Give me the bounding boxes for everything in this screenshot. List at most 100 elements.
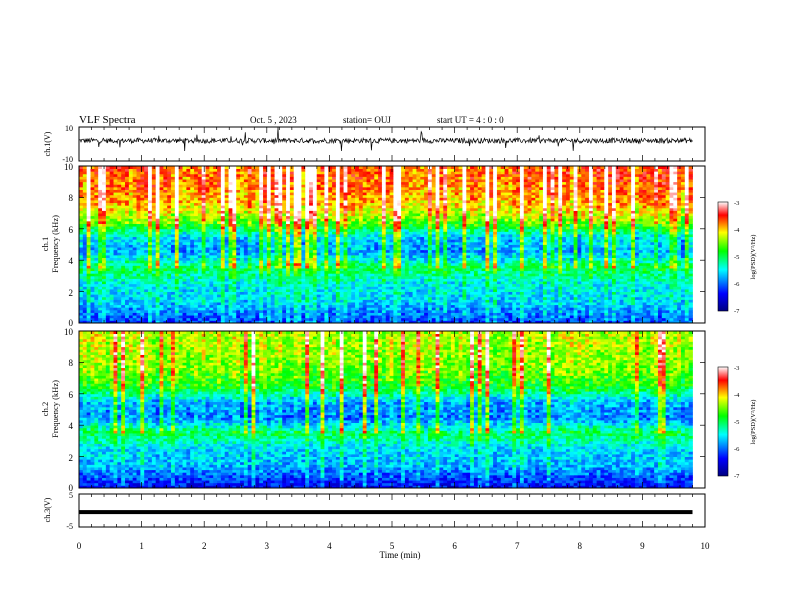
spectrogram-cell (305, 312, 310, 316)
spectrogram-cell (259, 304, 264, 308)
spectrogram-cell (473, 281, 479, 285)
spectrogram-cell (105, 315, 111, 319)
spectrogram-cell (301, 320, 306, 324)
spectrogram-cell (79, 309, 84, 313)
spectrogram-cell (577, 249, 582, 253)
spectrogram-cell (243, 254, 249, 258)
spectrogram-cell (581, 294, 586, 298)
spectrogram-cell (397, 315, 402, 319)
spectrogram-cell (424, 249, 429, 253)
spectrogram-cell (481, 283, 486, 287)
spectrogram-cell (443, 309, 448, 313)
spectrogram-cell (657, 304, 663, 308)
spectrogram-cell (527, 291, 532, 295)
spectrogram-cell (328, 275, 333, 279)
spectrogram-cell (569, 317, 575, 321)
spectrogram-cell (117, 270, 122, 274)
spectrogram-cell (535, 281, 540, 285)
spectrogram-cell (182, 244, 187, 248)
spectrogram-cell (151, 270, 157, 274)
spectrogram-cell (401, 320, 406, 324)
spectrogram-cell (305, 294, 310, 298)
spectrogram-cell (148, 309, 153, 313)
spectrogram-cell (266, 252, 272, 256)
spectrogram-cell (109, 262, 114, 266)
spectrogram-cell (343, 275, 348, 279)
spectrogram-cell (381, 309, 387, 313)
spectrogram-cell (684, 278, 690, 282)
spectrogram-cell (351, 244, 356, 248)
spectrogram-cell (466, 275, 471, 279)
spectrogram-cell (466, 309, 471, 313)
spectrogram-cell (389, 252, 394, 256)
spectrogram-cell (312, 320, 318, 324)
spectrogram-cell (588, 315, 594, 319)
spectrogram-cell (159, 270, 164, 274)
spectrogram-cell (167, 249, 172, 253)
spectrogram-cell (255, 262, 260, 266)
spectrogram-cell (374, 320, 379, 324)
spectrogram-cell (374, 312, 379, 316)
spectrogram-cell (673, 291, 678, 295)
spectrogram-cell (500, 270, 505, 274)
spectrogram-cell (546, 262, 552, 266)
spectrogram-cell (412, 302, 417, 306)
spectrogram-cell (201, 302, 206, 306)
spectrogram-cell (420, 275, 425, 279)
spectrogram-cell (90, 270, 95, 274)
spectrogram-cell (140, 299, 145, 303)
spectrogram-cell (443, 278, 448, 282)
spectrogram-cell (450, 302, 456, 306)
spectrogram-cell (665, 304, 670, 308)
spectrogram-cell (305, 244, 310, 248)
spectrogram-cell (562, 302, 567, 306)
spectrogram-cell (293, 283, 298, 287)
spectrogram-cell (105, 265, 111, 269)
spectrogram-cell (493, 265, 498, 269)
spectrogram-cell (546, 268, 552, 272)
spectrogram-cell (462, 286, 467, 290)
spectrogram-cell (493, 262, 498, 266)
spectrogram-cell (431, 249, 436, 253)
spectrogram-cell (611, 304, 617, 308)
spectrogram-cell (523, 302, 528, 306)
spectrogram-cell (627, 244, 632, 248)
spectrogram-cell (500, 296, 505, 300)
spectrogram-cell (335, 307, 341, 311)
spectrogram-cell (144, 291, 149, 295)
spectrogram-cell (397, 257, 402, 261)
spectrogram-cell (473, 283, 479, 287)
spectrogram-cell (136, 281, 141, 285)
spectrogram-cell (581, 312, 586, 316)
spectrogram-cell (623, 249, 628, 253)
spectrogram-cell (201, 247, 206, 251)
spectrogram-cell (615, 317, 621, 321)
spectrogram-cell (194, 260, 199, 264)
spectrogram-cell (397, 309, 402, 313)
spectrogram-cell (393, 268, 398, 272)
spectrogram-cell (408, 320, 413, 324)
spectrogram-cell (496, 283, 502, 287)
spectrogram-cell (450, 260, 456, 264)
spectrogram-cell (631, 260, 636, 264)
spectrogram-cell (125, 254, 130, 258)
spectrogram-cell (82, 260, 88, 264)
spectrogram-cell (140, 315, 145, 319)
spectrogram-cell (301, 312, 306, 316)
spectrogram-cell (408, 268, 413, 272)
spectrogram-cell (351, 262, 356, 266)
spectrogram-cell (558, 288, 563, 292)
spectrogram-cell (282, 273, 287, 277)
spectrogram-cell (98, 320, 103, 324)
spectrogram-cell (485, 299, 490, 303)
spectrogram-cell (450, 249, 456, 253)
spectrogram-cell (332, 309, 337, 313)
spectrogram-cell (431, 286, 436, 290)
spectrogram-cell (619, 307, 624, 311)
spectrogram-cell (424, 302, 429, 306)
spectrogram-cell (627, 260, 632, 264)
spectrogram-cell (562, 307, 567, 311)
spectrogram-cell (182, 265, 187, 269)
spectrogram-cell (650, 273, 655, 277)
spectrogram-cell (516, 315, 521, 319)
